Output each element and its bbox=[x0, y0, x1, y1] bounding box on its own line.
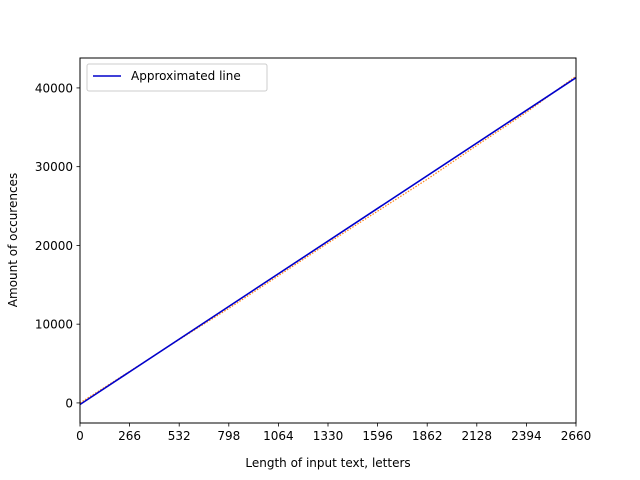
x-tick-label: 1064 bbox=[263, 429, 294, 443]
y-tick-label: 0 bbox=[65, 396, 73, 410]
series-line-approximated-line bbox=[79, 77, 577, 406]
legend-label-approximated-line: Approximated line bbox=[131, 69, 241, 83]
y-tick-label: 10000 bbox=[35, 318, 73, 332]
y-axis: 0 10000 20000 30000 40000 bbox=[35, 81, 80, 410]
x-axis: 0 266 532 798 1064 1330 1596 1862 2128 2394 2660 bbox=[76, 423, 591, 443]
x-tick-label: 2394 bbox=[511, 429, 542, 443]
x-tick-label: 266 bbox=[118, 429, 141, 443]
x-tick-label: 798 bbox=[217, 429, 240, 443]
y-tick-label: 30000 bbox=[35, 160, 73, 174]
series-line-data bbox=[79, 75, 577, 404]
plot-area bbox=[79, 75, 577, 406]
legend: Approximated line bbox=[86, 63, 268, 92]
x-tick-label: 2128 bbox=[462, 429, 493, 443]
y-axis-label: Amount of occurences bbox=[6, 173, 20, 307]
y-tick-label: 40000 bbox=[35, 81, 73, 95]
x-tick-label: 1596 bbox=[362, 429, 393, 443]
x-tick-label: 532 bbox=[168, 429, 191, 443]
y-tick-label: 20000 bbox=[35, 239, 73, 253]
x-tick-label: 1330 bbox=[313, 429, 344, 443]
x-axis-label: Length of input text, letters bbox=[245, 456, 410, 470]
x-tick-label: 2660 bbox=[561, 429, 592, 443]
x-tick-label: 0 bbox=[76, 429, 84, 443]
x-tick-label: 1862 bbox=[412, 429, 443, 443]
legend-box bbox=[86, 63, 268, 92]
